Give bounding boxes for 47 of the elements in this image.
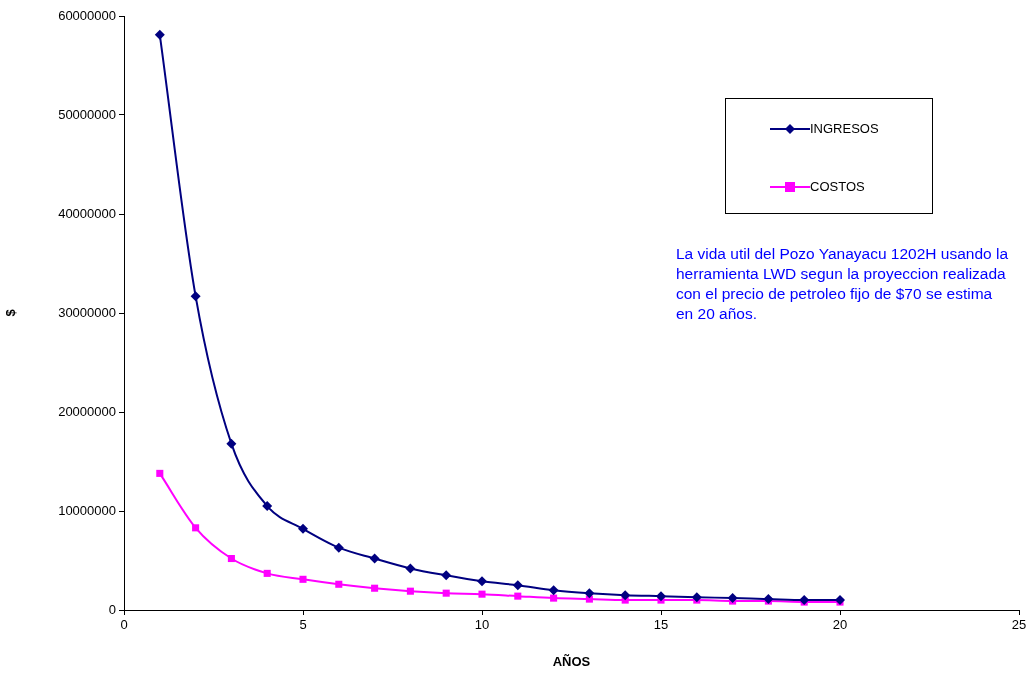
point: [335, 580, 343, 588]
x-tick-label: 5: [299, 617, 307, 633]
point: [548, 585, 559, 596]
point: [441, 570, 452, 581]
point: [727, 593, 738, 604]
point: [477, 576, 487, 587]
point: [262, 501, 273, 512]
point: [333, 542, 344, 553]
point: [512, 580, 523, 591]
point: [406, 587, 414, 595]
point: [298, 523, 308, 534]
y-tick-label: 0: [108, 601, 116, 617]
point: [371, 584, 379, 592]
legend-label: COSTOS: [810, 179, 865, 194]
point: [156, 469, 164, 477]
point: [442, 589, 450, 597]
point: [514, 592, 522, 600]
x-tick-label: 20: [832, 617, 848, 633]
x-tick-label: 10: [474, 617, 490, 633]
point: [263, 569, 271, 577]
point: [620, 590, 631, 601]
x-tick-label: 25: [1011, 617, 1027, 633]
point: [154, 29, 165, 40]
x-tick-label: 15: [653, 617, 669, 633]
y-tick-label: 40000000: [58, 205, 116, 221]
point: [226, 438, 237, 449]
y-tick-label: 60000000: [58, 7, 116, 23]
point: [478, 590, 486, 598]
point: [369, 553, 380, 564]
point: [584, 588, 595, 599]
y-axis-title: $: [3, 308, 19, 317]
point: [227, 554, 235, 563]
point: [691, 592, 702, 603]
point: [299, 575, 307, 583]
point: [656, 591, 666, 602]
legend-label: INGRESOS: [810, 121, 879, 136]
x-tick-label: 0: [120, 617, 128, 633]
annotation: La vida util del Pozo Yanayacu 1202H usando la herramienta LWD segun la proyeccion realizada con el precio de petroleo fijo de $70 se estima en 20 años.: [676, 244, 1010, 324]
point: [405, 563, 416, 574]
y-tick-label: 10000000: [58, 502, 116, 518]
point: [190, 291, 201, 302]
y-tick-label: 20000000: [58, 403, 116, 419]
x-axis-title: AÑOS: [552, 653, 591, 669]
y-tick-label: 30000000: [58, 304, 116, 320]
point: [192, 524, 200, 532]
point: [550, 594, 558, 602]
y-tick-label: 50000000: [58, 106, 116, 122]
